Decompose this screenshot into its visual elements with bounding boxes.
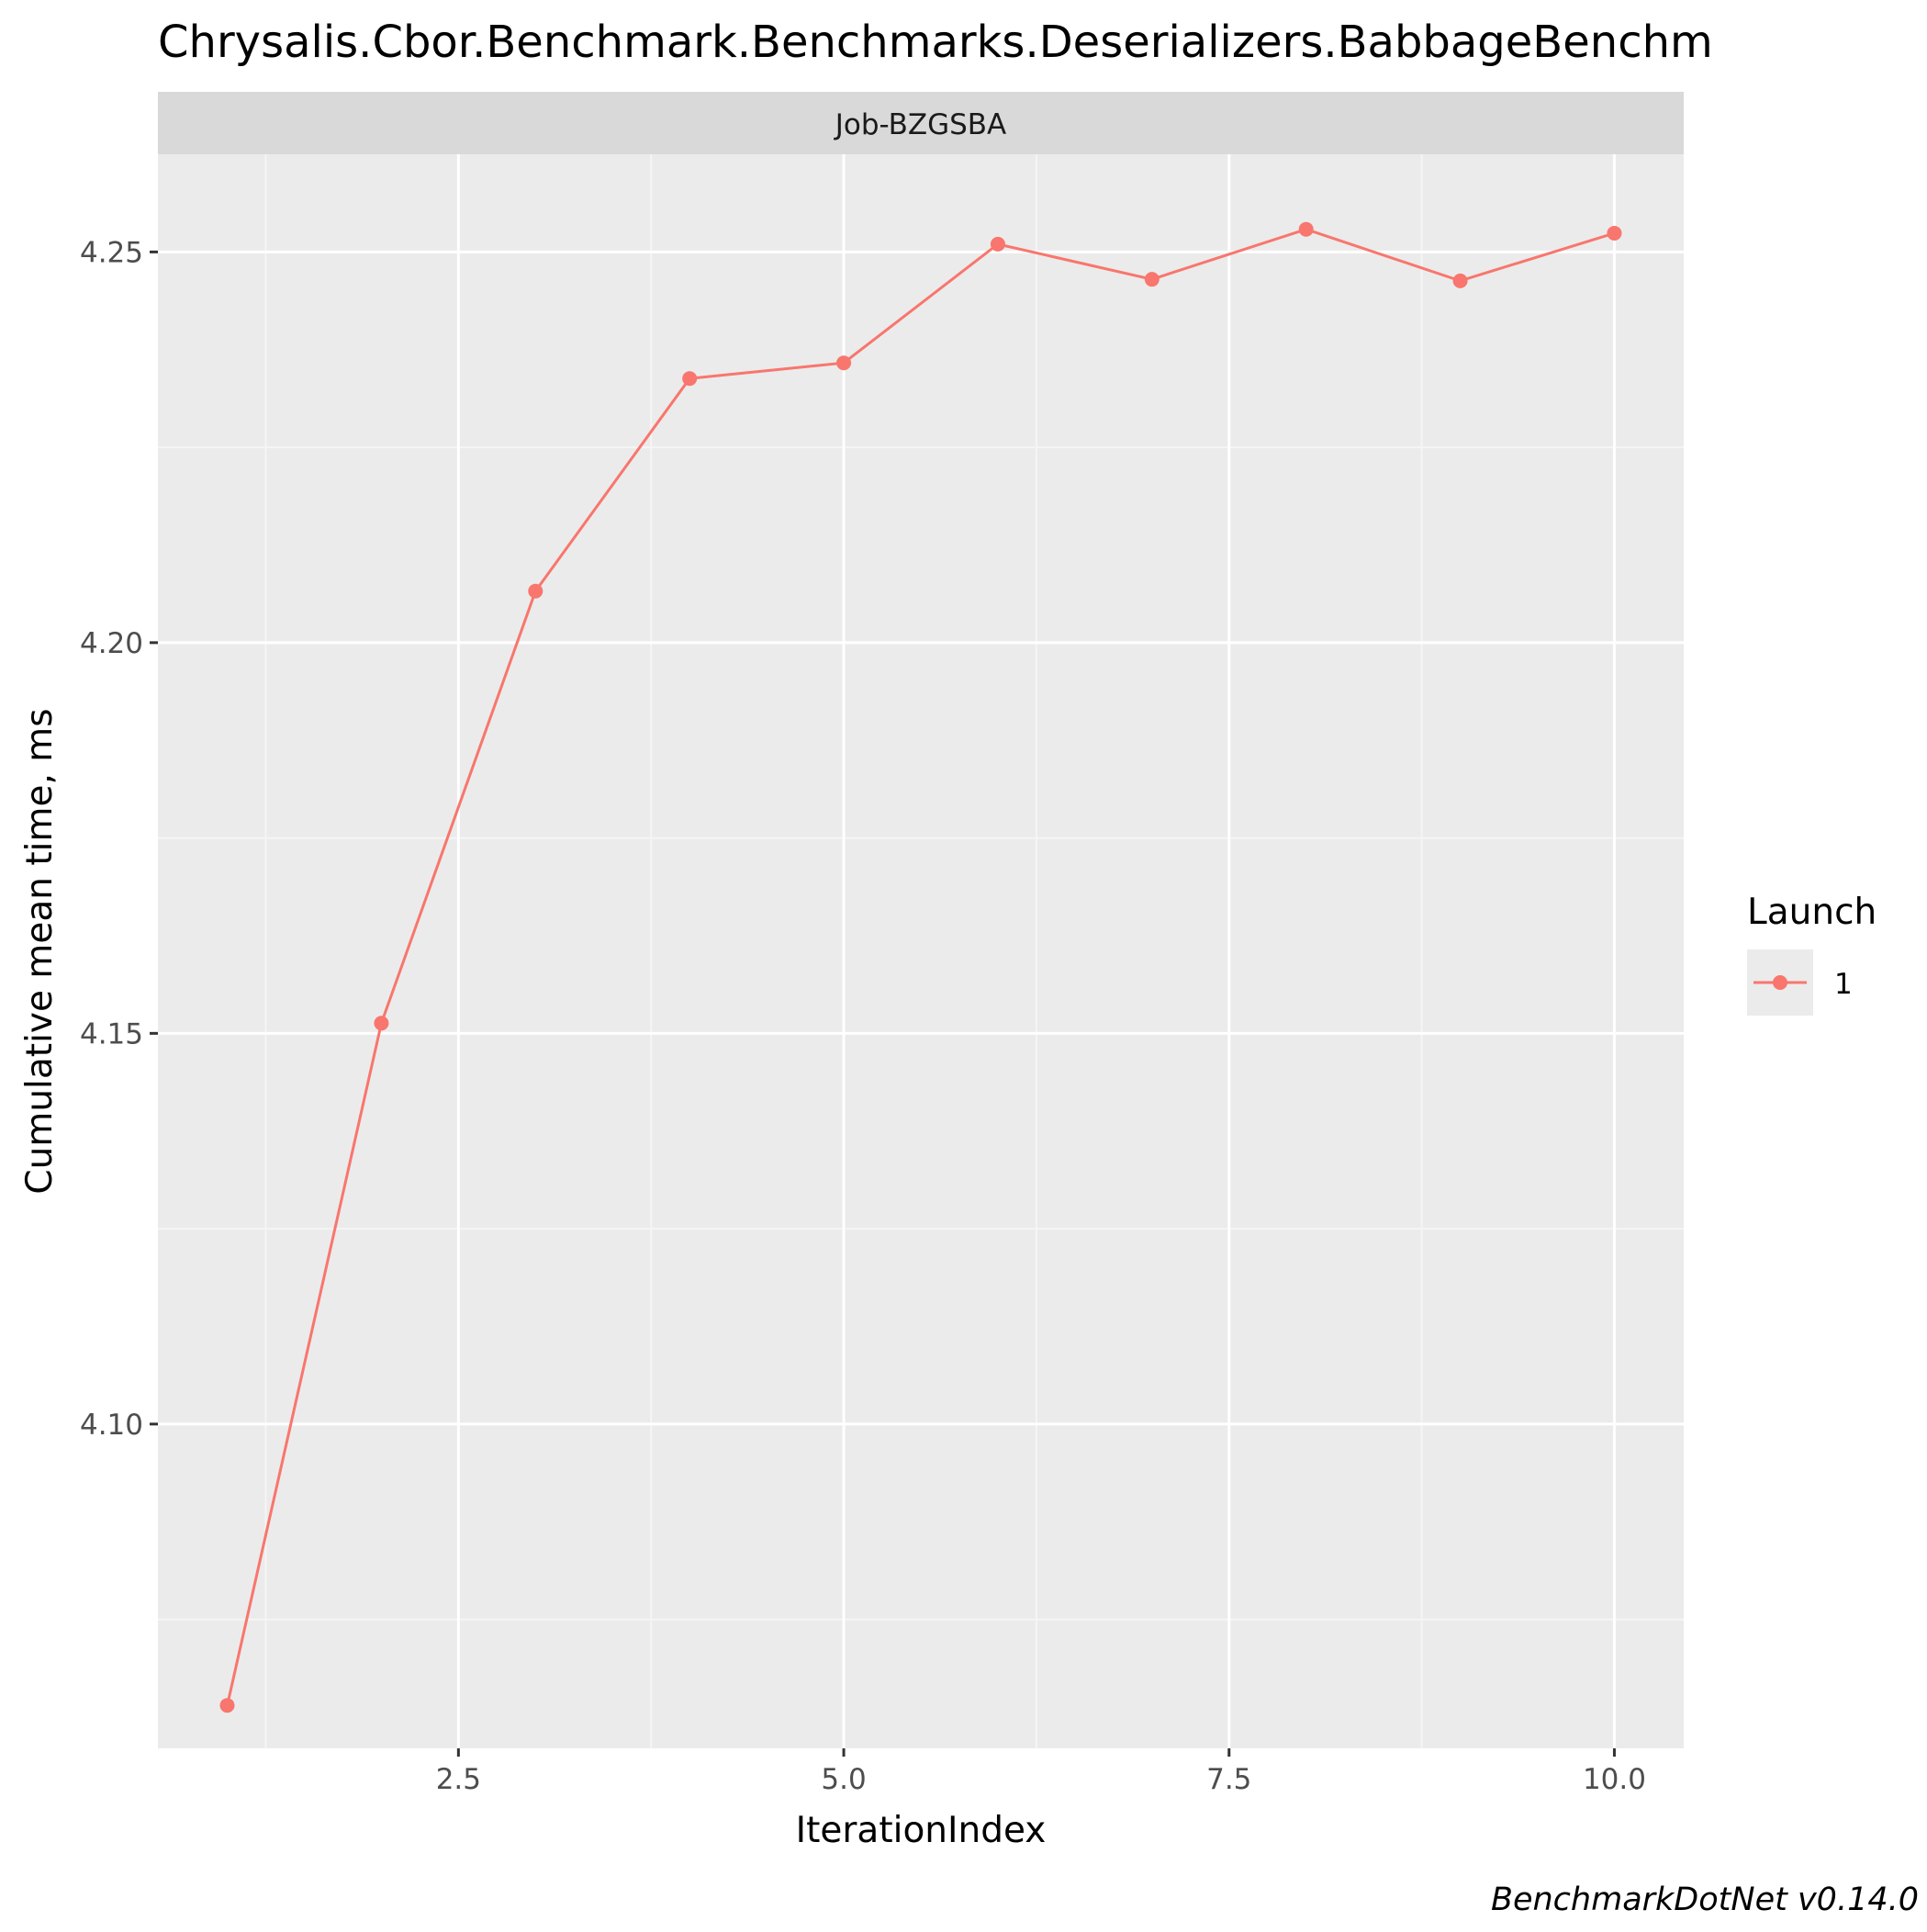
facet-strip: [158, 92, 1684, 154]
x-tick-label: 7.5: [1206, 1763, 1251, 1796]
chart-title: Chrysalis.Cbor.Benchmark.Benchmarks.Dese…: [158, 17, 1713, 68]
data-point: [682, 371, 698, 387]
y-tick-label: 4.10: [80, 1409, 143, 1442]
grid-major: [158, 154, 1684, 1748]
legend-title: Launch: [1747, 892, 1877, 933]
data-point: [1298, 221, 1314, 237]
series-layer: [219, 221, 1622, 1713]
grid-minor: [158, 154, 1684, 1748]
series-line: [226, 228, 1615, 1706]
data-point: [219, 1698, 235, 1713]
y-axis-title: Cumulative mean time, ms: [19, 708, 61, 1194]
plot-panel: [158, 154, 1684, 1748]
data-point: [374, 1016, 389, 1031]
y-tick-label: 4.15: [80, 1017, 143, 1050]
legend: Launch 1: [1747, 892, 1877, 1016]
data-point: [1144, 272, 1160, 287]
data-point: [1452, 273, 1468, 288]
y-tick-label: 4.20: [80, 627, 143, 660]
x-tick-label: 2.5: [436, 1763, 481, 1796]
y-tick-label: 4.25: [80, 236, 143, 269]
x-tick-label: 5.0: [821, 1763, 866, 1796]
legend-key-point: [1773, 975, 1787, 990]
legend-entry-label: 1: [1834, 968, 1853, 1001]
tick-labels: 2.5 5.0 7.5 10.0 4.10 4.15 4.20 4.25: [80, 236, 1646, 1796]
x-tick-label: 10.0: [1583, 1763, 1646, 1796]
data-point: [528, 583, 543, 599]
axis-ticks: [150, 250, 1616, 1757]
data-point: [836, 355, 852, 371]
facet-label: Job-BZGSBA: [834, 108, 1007, 141]
data-point: [1607, 225, 1622, 241]
caption: BenchmarkDotNet v0.14.0: [1491, 1881, 1919, 1918]
data-point: [990, 236, 1005, 252]
x-axis-title: IterationIndex: [796, 1810, 1047, 1851]
